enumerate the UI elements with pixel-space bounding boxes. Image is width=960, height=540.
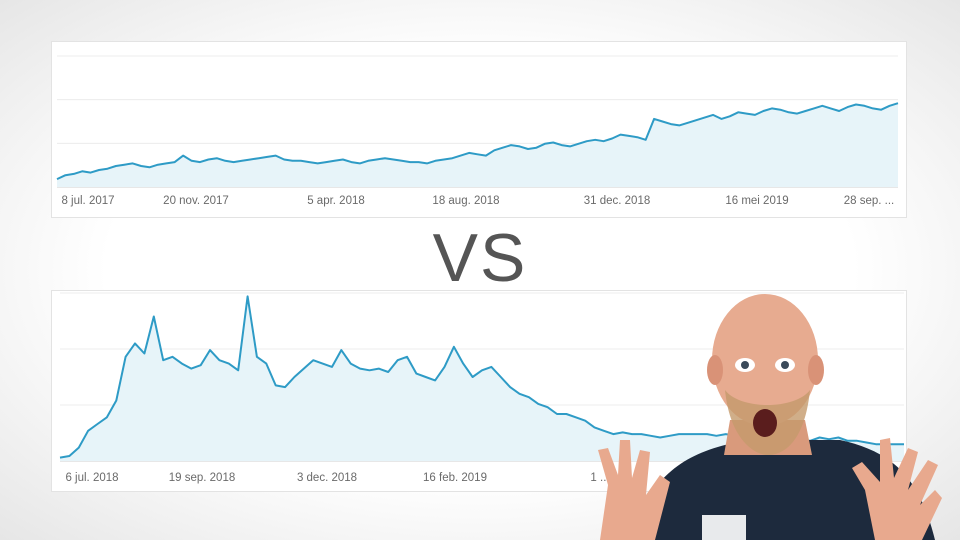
ear-right (808, 355, 824, 385)
x-tick-label: 19 sep. 2018 (169, 472, 236, 484)
x-tick-label: 16 feb. 2019 (423, 472, 487, 484)
x-tick-label: 3 dec. 2018 (297, 472, 357, 484)
versus-label: VS (432, 220, 528, 296)
x-tick-label: 1 ... (590, 472, 609, 484)
line-chart-top: 8 jul. 2017 20 nov. 2017 5 apr. 2018 18 aug… (56, 55, 899, 207)
x-tick-label: 6 jul. 2018 (65, 472, 118, 484)
hand-left (598, 440, 670, 540)
x-tick-label: 20 nov. 2017 (163, 195, 229, 207)
series-area (60, 296, 904, 461)
chart-panel-bottom: 6 jul. 2018 19 sep. 2018 3 dec. 2018 16 feb… (51, 290, 907, 492)
series-area (57, 103, 898, 187)
head (712, 294, 818, 426)
person-photo (598, 294, 942, 540)
series-line (56, 102, 899, 181)
x-tick-label: 31 dec. 2018 (584, 195, 651, 207)
x-tick-label: 5 apr. 2018 (307, 195, 365, 207)
shirt-logo (702, 515, 746, 540)
mouth (753, 409, 777, 437)
x-tick-label: 8 jul. 2017 (61, 195, 114, 207)
hand-right (852, 438, 942, 540)
ear-left (707, 355, 723, 385)
x-tick-label: 18 aug. 2018 (432, 195, 499, 207)
x-tick-label: 28 sep. ... (844, 195, 895, 207)
x-tick-label: 16 mei 2019 (725, 195, 788, 207)
chart-panel-top: 8 jul. 2017 20 nov. 2017 5 apr. 2018 18 aug… (51, 41, 907, 218)
